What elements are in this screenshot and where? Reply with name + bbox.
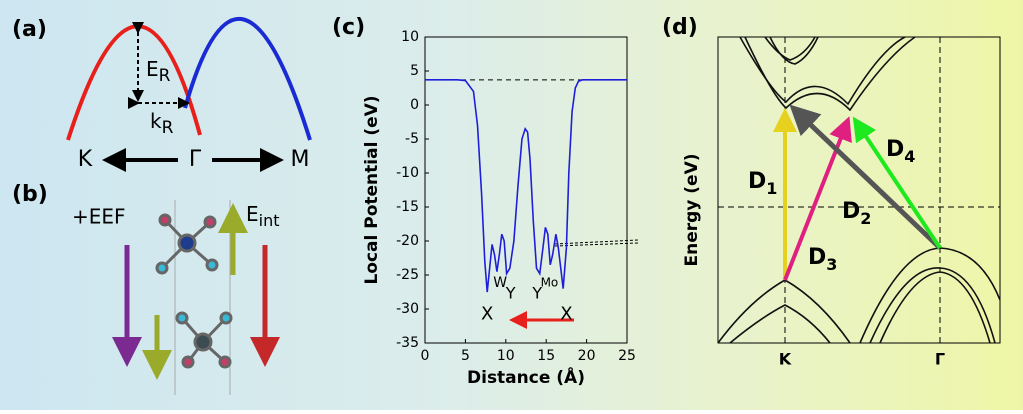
m-label: M [291, 147, 310, 172]
k-tick: K [779, 350, 792, 369]
text: D [808, 245, 826, 270]
text: R [159, 66, 171, 86]
panel-b: (b) +EEF Eint [12, 182, 280, 395]
text: 3 [826, 255, 837, 274]
panel-c: (c) Local Potential (eV) Distance (Å) -3… [332, 15, 639, 388]
point-label: W [493, 275, 507, 291]
x-tick-label: 10 [497, 348, 515, 364]
panel-a: (a) ER kR K Γ M [12, 16, 312, 172]
eint-label: Eint [246, 202, 280, 230]
kr-label: kR [150, 109, 174, 139]
text: 2 [860, 209, 871, 228]
gamma-label: Γ [189, 147, 202, 172]
x-axis-label: Distance (Å) [467, 365, 585, 388]
text: D [842, 199, 860, 224]
y-tick-label: -15 [396, 199, 419, 215]
plot-frame [717, 36, 1001, 344]
point-label: Mo [541, 276, 559, 290]
text: D [886, 137, 904, 162]
k-label: K [78, 147, 93, 172]
text: E [146, 57, 159, 81]
y-tick-label: 10 [401, 29, 419, 45]
y-axis-label: Energy (eV) [682, 153, 702, 266]
y-tick-label: -30 [396, 301, 419, 317]
potential-line [425, 79, 627, 293]
text: E [246, 202, 259, 226]
red-band [66, 24, 202, 141]
text: k [150, 109, 162, 133]
d3-label: D3 [808, 245, 837, 274]
transition-arrow [852, 116, 942, 250]
text: int [259, 211, 280, 230]
x-tick-label: 0 [421, 348, 430, 364]
d1-label: D1 [748, 169, 777, 198]
point-label: Y [531, 284, 542, 303]
x-tick-label: 20 [578, 348, 596, 364]
guide-line [554, 242, 639, 247]
y-tick-label: -20 [396, 233, 419, 249]
x-tick-label: 5 [461, 348, 470, 364]
blue-band [183, 16, 312, 141]
y-tick-label: -25 [396, 267, 419, 283]
d2-label: D2 [842, 199, 871, 228]
d4-label: D4 [886, 137, 915, 166]
y-axis-label: Local Potential (eV) [362, 95, 382, 284]
plot-frame [424, 36, 628, 344]
y-tick-label: 5 [410, 63, 419, 79]
panel-label: (b) [12, 182, 48, 207]
point-label: X [481, 303, 493, 324]
molecule [175, 311, 233, 369]
text: 4 [904, 147, 915, 166]
y-tick-label: -35 [396, 335, 419, 351]
text: D [748, 169, 766, 194]
transition-arrow [789, 104, 942, 250]
er-label: ER [146, 57, 171, 87]
y-tick-label: -5 [405, 131, 419, 147]
molecule [155, 213, 219, 275]
eef-label: +EEF [72, 205, 126, 229]
panel-label: (a) [12, 17, 47, 42]
point-label: X [560, 303, 572, 324]
guide-line [554, 239, 639, 245]
text: 1 [766, 179, 777, 198]
x-tick-label: 15 [537, 348, 555, 364]
point-label: Y [505, 284, 516, 303]
text: R [162, 118, 174, 138]
panel-d: (d) Energy (eV) K Γ D1 D2 D3 D4 [662, 15, 1001, 369]
x-tick-label: 25 [618, 348, 636, 364]
y-tick-label: -10 [396, 165, 419, 181]
y-tick-label: 0 [410, 97, 419, 113]
panel-label: (d) [662, 15, 698, 40]
gamma-tick: Γ [935, 350, 945, 369]
panel-label: (c) [332, 15, 365, 40]
transition-arrow [783, 116, 852, 281]
